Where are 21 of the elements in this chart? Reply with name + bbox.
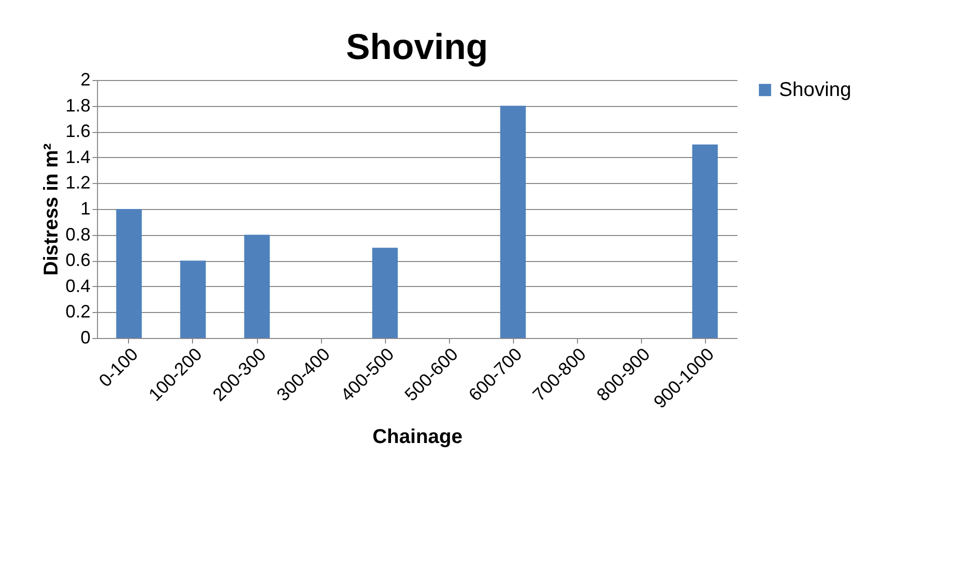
bar	[500, 106, 526, 338]
y-tick-label: 1.2	[65, 172, 90, 193]
legend-label: Shoving	[779, 79, 852, 101]
bar	[692, 144, 718, 338]
y-tick-label: 1	[80, 198, 90, 218]
y-tick-label: 0.8	[65, 224, 90, 244]
bar	[244, 234, 270, 338]
x-axis-title: Chainage	[372, 426, 463, 448]
y-tick-label: 2	[80, 70, 90, 90]
y-tick-label: 0.2	[65, 302, 90, 322]
y-tick-label: 0	[80, 328, 90, 348]
y-tick-label: 1.4	[65, 146, 90, 167]
y-tick-label: 1.8	[65, 95, 90, 116]
y-tick-label: 0.6	[65, 250, 90, 270]
y-tick-label: 1.6	[65, 121, 90, 142]
bar	[116, 209, 142, 338]
bar	[372, 248, 398, 338]
bar	[180, 260, 206, 338]
y-axis-title: Distress in m²	[40, 143, 62, 276]
chart-title: Shoving	[346, 26, 488, 67]
y-tick-label: 0.4	[65, 276, 90, 296]
